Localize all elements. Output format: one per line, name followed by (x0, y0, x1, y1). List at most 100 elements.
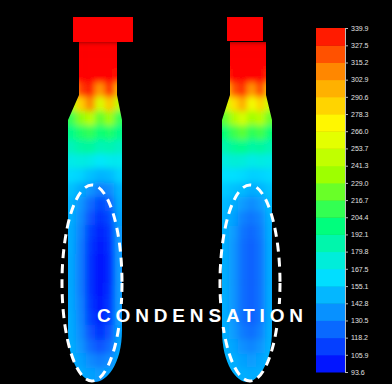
tick-label: 278.3 (351, 111, 369, 118)
tick: 93.6 (345, 369, 365, 376)
field-cell (85, 297, 95, 312)
field-cell (265, 54, 285, 69)
field-cell (265, 154, 285, 169)
colorbar-band (316, 234, 345, 252)
field-cell (56, 97, 76, 112)
colorbar-band (316, 183, 345, 201)
field-cell (247, 282, 257, 297)
axis-line (346, 29, 349, 373)
tick-mark (345, 372, 348, 373)
field-cell (229, 83, 239, 98)
field-cell (56, 83, 76, 98)
tube-field (210, 40, 285, 384)
field-cell (114, 268, 134, 283)
field-cell (56, 368, 76, 384)
field-cell (256, 111, 266, 126)
colorbar-band (316, 286, 345, 304)
field-cell (238, 325, 248, 340)
tick-mark (345, 338, 348, 339)
field-cell (95, 254, 105, 269)
field-cell (114, 368, 134, 384)
field-cell (238, 240, 248, 255)
field-cell (210, 83, 230, 98)
field-cell (76, 69, 86, 84)
field-cell (238, 97, 248, 112)
field-cell (229, 240, 239, 255)
tick-mark (345, 320, 348, 321)
field-cell (95, 111, 105, 126)
field-cell (76, 225, 86, 240)
colorbar-band (316, 355, 345, 373)
field-cell (265, 268, 285, 283)
colorbar-band (316, 45, 345, 63)
tick-mark (345, 252, 348, 253)
field-cell (247, 197, 257, 212)
field-cell (210, 54, 230, 69)
field-cell (76, 111, 86, 126)
field-cell (229, 54, 239, 69)
field-cell (105, 111, 115, 126)
field-cell (247, 54, 257, 69)
tick: 302.9 (345, 76, 369, 83)
colorbar (316, 28, 345, 373)
field-cell (76, 325, 86, 340)
field-cell (238, 54, 248, 69)
field-cell (114, 197, 134, 212)
field-cell (238, 154, 248, 169)
field-cell (95, 339, 105, 354)
tick-label: 204.4 (351, 214, 369, 221)
field-cell (95, 268, 105, 283)
field-cell (256, 168, 266, 183)
colorbar-band (316, 97, 345, 115)
field-cell (247, 354, 257, 369)
field-cell (229, 325, 239, 340)
field-cell (105, 268, 115, 283)
tick-label: 315.2 (351, 59, 369, 66)
tick: 315.2 (345, 59, 369, 66)
field-cell (76, 339, 86, 354)
colorbar-band (316, 114, 345, 132)
field-cell (210, 97, 230, 112)
colorbar-band (316, 269, 345, 287)
field-cell (247, 325, 257, 340)
field-cell (76, 254, 86, 269)
field-cell (85, 354, 95, 369)
field-cell (265, 126, 285, 141)
field-cell (85, 83, 95, 98)
field-cell (256, 225, 266, 240)
field-cell (105, 140, 115, 155)
field-cell (247, 140, 257, 155)
field-cell (56, 69, 76, 84)
field-cell (105, 325, 115, 340)
field-cell (114, 339, 134, 354)
tick: 327.5 (345, 42, 369, 49)
field-cell (56, 54, 76, 69)
field-cell (247, 254, 257, 269)
field-cell (105, 97, 115, 112)
field-cell (247, 225, 257, 240)
tick: 290.6 (345, 94, 369, 101)
field-cell (256, 211, 266, 226)
highlight-ellipses (62, 185, 280, 381)
field-cell (105, 368, 115, 384)
field-cell (95, 54, 105, 69)
field-cell (256, 97, 266, 112)
field-cell (85, 126, 95, 141)
field-cell (238, 126, 248, 141)
field-cell (105, 69, 115, 84)
field-cell (210, 140, 230, 155)
field-cell (238, 211, 248, 226)
tick-label: 266.0 (351, 128, 369, 135)
field-cell (265, 339, 285, 354)
tick-label: 339.9 (351, 25, 369, 32)
tick-mark (345, 269, 348, 270)
field-cell (85, 325, 95, 340)
field-cell (76, 240, 86, 255)
field-cell (85, 69, 95, 84)
tick-mark (345, 97, 348, 98)
field-cell (210, 154, 230, 169)
field-cell (229, 268, 239, 283)
tick: 105.9 (345, 352, 369, 359)
field-cell (85, 97, 95, 112)
tick-label: 105.9 (351, 352, 369, 359)
